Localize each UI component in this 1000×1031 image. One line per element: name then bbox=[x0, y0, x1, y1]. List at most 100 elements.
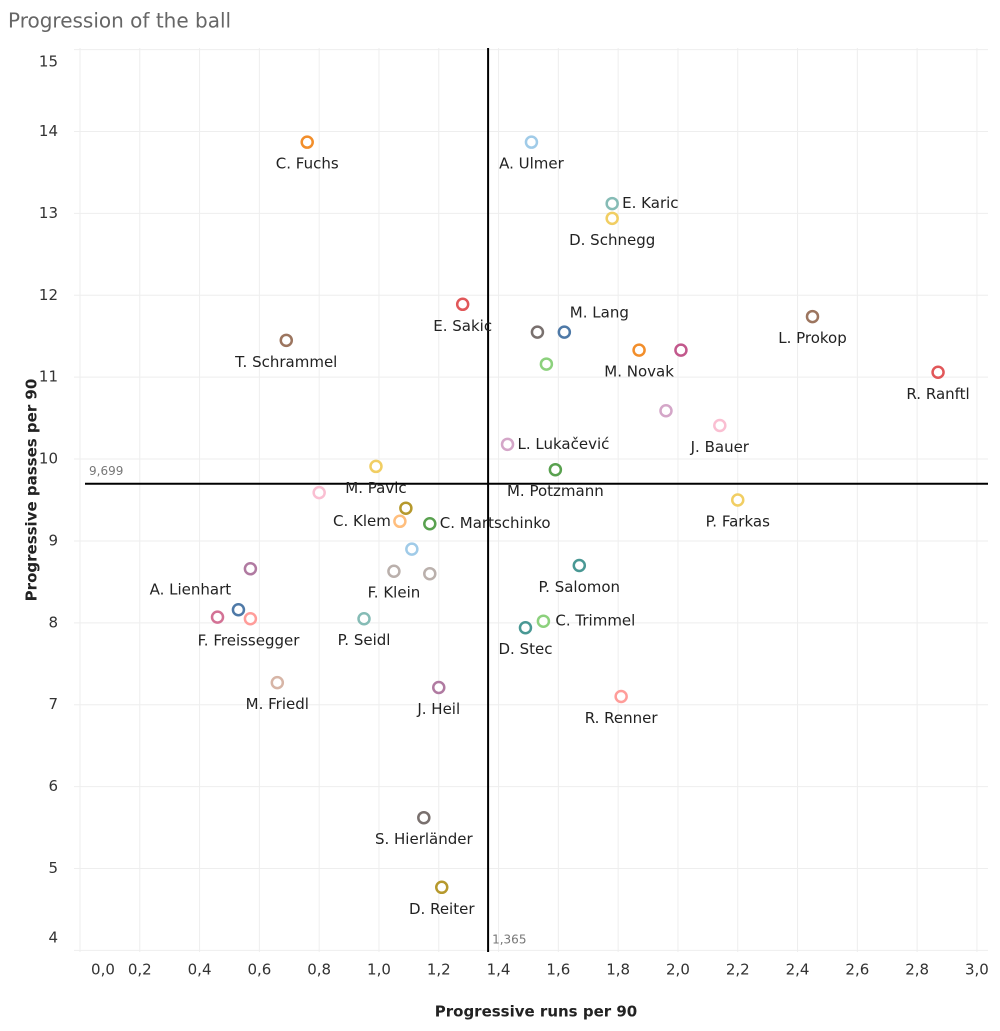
point bbox=[539, 357, 554, 371]
point-label: E. Sakic bbox=[433, 317, 492, 335]
point bbox=[659, 403, 673, 418]
point bbox=[270, 675, 285, 690]
point bbox=[931, 365, 945, 380]
point-label: J. Bauer bbox=[690, 438, 750, 456]
x-tick-label: 2,4 bbox=[786, 961, 810, 979]
point bbox=[713, 418, 727, 433]
point bbox=[417, 810, 431, 825]
point bbox=[500, 437, 515, 452]
point bbox=[572, 558, 587, 573]
point-label: E. Karic bbox=[622, 194, 678, 212]
point-label: P. Seidl bbox=[338, 631, 391, 649]
y-tick-label: 4 bbox=[48, 929, 58, 947]
point bbox=[605, 196, 619, 211]
x-tick-label: 1,0 bbox=[367, 961, 391, 979]
x-tick-label: 1,6 bbox=[546, 961, 570, 979]
point-label: R. Renner bbox=[585, 709, 659, 727]
x-tick-label: 1,2 bbox=[427, 961, 451, 979]
x-axis-title: Progressive runs per 90 bbox=[435, 1003, 638, 1021]
x-tick-label: 2,8 bbox=[905, 961, 929, 979]
chart-title: Progression of the ball bbox=[8, 9, 231, 33]
point-label: F. Klein bbox=[368, 584, 421, 602]
point bbox=[524, 135, 539, 149]
point-label: L. Prokop bbox=[778, 329, 847, 347]
y-tick-label: 14 bbox=[39, 122, 58, 140]
point bbox=[387, 564, 401, 578]
point bbox=[557, 325, 572, 339]
point-label: D. Schnegg bbox=[569, 231, 655, 249]
point bbox=[518, 620, 533, 635]
point bbox=[632, 343, 646, 357]
x-tick-label: 2,0 bbox=[666, 961, 690, 979]
point-label: C. Fuchs bbox=[276, 155, 339, 173]
point-label: A. Ulmer bbox=[499, 155, 565, 173]
point-label: A. Lienhart bbox=[150, 580, 232, 598]
y-tick-label: 12 bbox=[39, 286, 58, 304]
x-tick-label: 0,4 bbox=[188, 961, 212, 979]
point bbox=[530, 325, 545, 339]
point bbox=[614, 689, 628, 704]
point-label: C. Klem bbox=[333, 512, 391, 530]
point bbox=[432, 680, 446, 695]
point bbox=[536, 614, 551, 628]
point bbox=[243, 562, 258, 576]
x-tick-label: 2,6 bbox=[845, 961, 869, 979]
reference-label: 9,699 bbox=[89, 464, 123, 478]
point bbox=[423, 516, 437, 531]
point-label: M. Friedl bbox=[246, 695, 309, 713]
x-tick-label: 1,4 bbox=[487, 961, 511, 979]
point bbox=[300, 135, 314, 149]
point bbox=[435, 880, 449, 895]
reference-label: 1,365 bbox=[492, 933, 526, 947]
y-tick-label: 11 bbox=[39, 368, 58, 386]
point-label: F. Freissegger bbox=[198, 632, 301, 650]
y-tick-label: 15 bbox=[39, 53, 58, 71]
point bbox=[312, 485, 326, 500]
point-label: M. Lang bbox=[570, 304, 629, 322]
y-tick-label: 7 bbox=[48, 695, 58, 713]
x-tick-label: 2,2 bbox=[726, 961, 750, 979]
point bbox=[423, 566, 437, 581]
point bbox=[548, 462, 563, 477]
y-tick-label: 5 bbox=[48, 859, 58, 877]
point bbox=[210, 610, 225, 624]
x-tick-label: 0,6 bbox=[247, 961, 271, 979]
point bbox=[369, 459, 383, 474]
point bbox=[279, 333, 294, 348]
point bbox=[399, 501, 413, 515]
point bbox=[405, 542, 419, 556]
y-tick-label: 6 bbox=[48, 777, 58, 795]
point bbox=[674, 343, 688, 357]
x-tick-label: 0,2 bbox=[128, 961, 152, 979]
x-tick-label: 3,0 bbox=[965, 961, 989, 979]
point-label: D. Reiter bbox=[409, 900, 475, 918]
point bbox=[393, 514, 407, 529]
point bbox=[243, 611, 258, 626]
y-tick-label: 9 bbox=[48, 531, 58, 549]
x-tick-label: 1,8 bbox=[606, 961, 630, 979]
y-tick-label: 10 bbox=[39, 450, 58, 468]
point-label: R. Ranftl bbox=[906, 385, 969, 403]
point-label: D. Stec bbox=[498, 640, 552, 658]
point-label: M. Pavic bbox=[345, 479, 406, 497]
point-label: C. Trimmel bbox=[555, 612, 635, 630]
point-label: M. Potzmann bbox=[507, 482, 604, 500]
point bbox=[231, 602, 246, 617]
point bbox=[605, 211, 619, 226]
point-label: M. Novak bbox=[604, 363, 674, 381]
point-label: C. Martschinko bbox=[440, 514, 551, 532]
y-tick-label: 8 bbox=[48, 613, 58, 631]
point-label: S. Hierländer bbox=[375, 830, 474, 848]
y-axis-title: Progressive passes per 90 bbox=[23, 379, 41, 602]
x-tick-label: 0,8 bbox=[307, 961, 331, 979]
point-label: J. Heil bbox=[416, 700, 460, 718]
point-label: P. Farkas bbox=[706, 513, 770, 531]
point bbox=[805, 309, 820, 324]
point bbox=[455, 297, 470, 312]
point-label: T. Schrammel bbox=[234, 353, 337, 371]
x-tick-label: 0,0 bbox=[91, 961, 115, 979]
point bbox=[357, 611, 371, 626]
point bbox=[730, 493, 745, 507]
y-tick-label: 13 bbox=[39, 204, 58, 222]
